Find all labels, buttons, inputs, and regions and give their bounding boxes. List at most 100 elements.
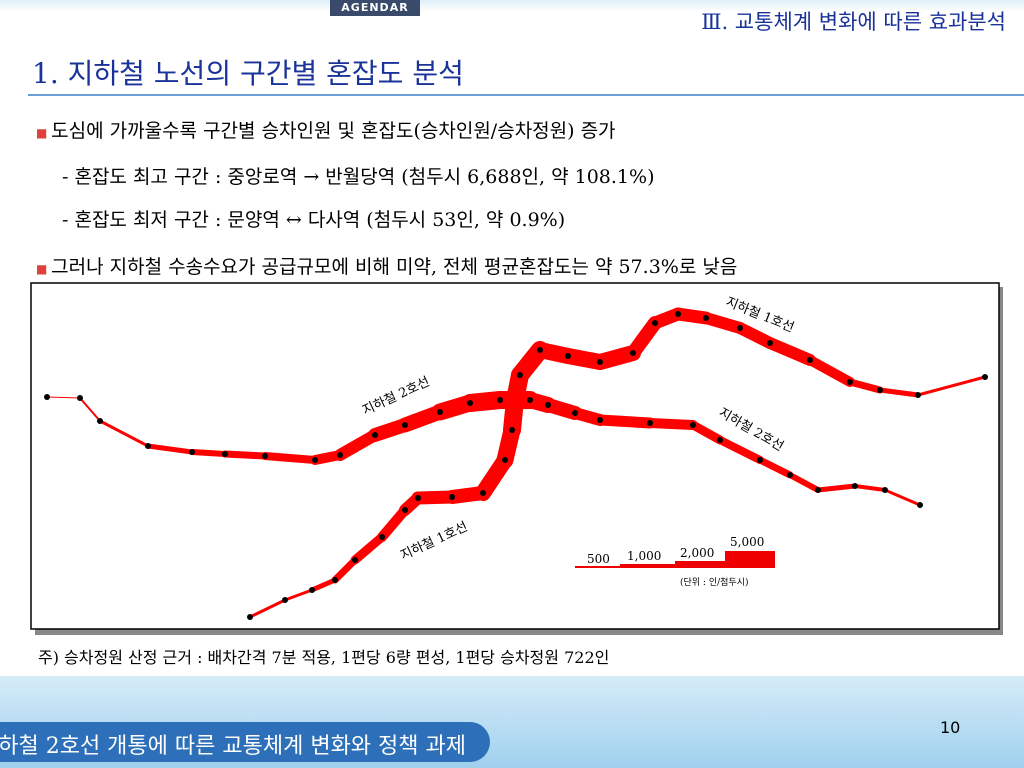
station	[545, 402, 551, 408]
station	[145, 443, 151, 449]
station	[77, 395, 83, 401]
station	[915, 392, 921, 398]
line-segment	[145, 443, 195, 455]
bullet-text: 그러나 지하철 수송수요가 공급규모에 비해 미약, 전체 평균혼잡도는 약 5…	[51, 256, 738, 278]
station	[437, 409, 443, 415]
station	[767, 340, 773, 346]
line-label: 지하철 1호선	[398, 520, 470, 564]
line-segment	[764, 337, 816, 366]
station	[332, 577, 338, 583]
footer-text: 지하철 2호선 개통에 따른 교통체계 변화와 정책 과제	[0, 734, 466, 759]
sub-bullet: - 혼잡도 최고 구간 : 중앙로역 → 반월당역 (첨두시 6,688인, 약…	[62, 166, 655, 188]
line-segment	[350, 532, 387, 565]
legend: 500 1,000 2,000 5,000 (단위 : 인/첨두시)	[575, 535, 775, 588]
legend-label: 2,000	[680, 546, 714, 560]
station	[690, 422, 696, 428]
station	[449, 494, 455, 500]
station	[815, 487, 821, 493]
station	[415, 495, 421, 501]
line-segment	[716, 436, 764, 464]
line-segment	[883, 488, 922, 507]
legend-bar	[620, 564, 675, 568]
station	[467, 400, 473, 406]
line-segment	[283, 588, 314, 602]
station	[597, 417, 603, 423]
station	[480, 490, 486, 496]
station	[44, 394, 50, 400]
station	[222, 451, 228, 457]
line-segment	[805, 355, 855, 387]
station	[372, 432, 378, 438]
page-number: 10	[940, 718, 961, 737]
frame	[30, 282, 1000, 630]
line-segment	[815, 483, 858, 493]
station	[497, 397, 503, 403]
station	[517, 372, 523, 378]
header-band	[0, 0, 1024, 12]
bullet: ■ 그러나 지하철 수송수요가 공급규모에 비해 미약, 전체 평균혼잡도는 약…	[36, 256, 738, 278]
slide-title: 1. 지하철 노선의 구간별 혼잡도 분석	[32, 57, 464, 90]
line-segment	[189, 449, 228, 457]
station	[882, 487, 888, 493]
station	[537, 347, 543, 353]
station	[189, 449, 195, 455]
line-segment	[377, 505, 410, 542]
station	[509, 427, 515, 433]
station	[262, 453, 268, 459]
sub-bullet: - 혼잡도 최저 구간 : 문양역 ↔ 다사역 (첨두시 53인, 약 0.9%…	[62, 209, 566, 231]
station	[787, 472, 793, 478]
line-segment	[853, 484, 887, 492]
station	[652, 320, 658, 326]
line-segment	[331, 556, 359, 584]
station	[402, 507, 408, 513]
station	[675, 311, 681, 317]
station	[982, 374, 988, 380]
logo: AGENDAR	[330, 0, 420, 16]
station	[917, 502, 923, 508]
station	[807, 357, 813, 363]
line-segment	[261, 452, 319, 464]
legend-bar	[725, 551, 775, 568]
station	[337, 452, 343, 458]
station	[402, 422, 408, 428]
footer-pill	[0, 722, 490, 762]
line-segment	[645, 418, 698, 430]
station	[309, 587, 315, 593]
line-segment	[916, 375, 987, 397]
bullet-text: 도심에 가까울수록 구간별 승차인원 및 혼잡도(승차인원/승차정원) 증가	[51, 120, 616, 142]
line-segment	[877, 387, 921, 398]
station	[282, 597, 288, 603]
line-segment	[846, 378, 884, 394]
legend-label: 5,000	[730, 535, 764, 549]
station	[737, 325, 743, 331]
bullet: ■ 도심에 가까울수록 구간별 승차인원 및 혼잡도(승차인원/승차정원) 증가	[36, 120, 616, 142]
line-segment	[756, 456, 794, 479]
station	[502, 457, 508, 463]
station	[597, 359, 603, 365]
station	[630, 350, 636, 356]
station	[97, 418, 103, 424]
line-segment	[248, 598, 287, 619]
station	[312, 457, 318, 463]
legend-bar	[575, 566, 620, 568]
note: 주) 승차정원 산정 근거 : 배차간격 7분 적용, 1편당 6량 편성, 1…	[38, 648, 610, 667]
line-segment	[594, 414, 656, 429]
station	[877, 387, 883, 393]
line-segment	[79, 397, 101, 422]
line-segment	[688, 420, 725, 445]
legend-unit: (단위 : 인/첨두시)	[680, 577, 749, 588]
line-segment	[46, 396, 81, 399]
legend-label: 1,000	[627, 549, 661, 563]
legend-bar	[675, 561, 725, 568]
station	[847, 379, 853, 385]
station	[565, 353, 571, 359]
station	[247, 614, 253, 620]
station	[379, 534, 385, 540]
station	[647, 420, 653, 426]
station	[703, 315, 709, 321]
station	[352, 557, 358, 563]
line-segment	[787, 472, 821, 493]
line-segment	[309, 577, 338, 593]
